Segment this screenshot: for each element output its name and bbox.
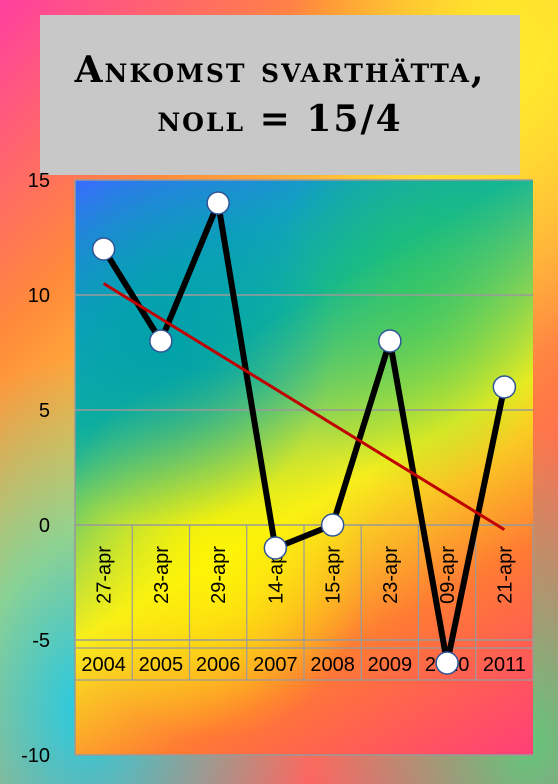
- trendline: [102, 282, 506, 531]
- data-point: [492, 375, 517, 399]
- y-tick-label: -10: [21, 745, 50, 767]
- year-label: 2009: [368, 654, 413, 676]
- category-labels: 27-apr 2004 23-apr 2005 29-apr 2006 14-apr 2007…: [74, 525, 534, 681]
- y-tick-label: -5: [32, 630, 50, 652]
- year-label: 2004: [81, 654, 126, 676]
- markers: [91, 191, 517, 675]
- data-point: [263, 536, 288, 560]
- year-label: 2007: [253, 654, 298, 676]
- y-tick-label: 0: [39, 515, 50, 537]
- data-point: [320, 513, 345, 537]
- y-tick-label: 10: [28, 285, 50, 307]
- data-point: [435, 651, 459, 675]
- data-point: [378, 329, 402, 353]
- year-label: 2008: [310, 654, 355, 676]
- year-label: 2011: [483, 654, 526, 676]
- y-tick-label: 15: [28, 170, 50, 192]
- date-label: 23-apr: [380, 546, 402, 604]
- chart-title: Ankomst svarthätta, noll = 15/4: [74, 49, 486, 140]
- date-label: 29-apr: [208, 546, 230, 604]
- year-label: 2006: [196, 654, 241, 676]
- date-label: 23-apr: [151, 546, 173, 604]
- year-label: 2005: [139, 654, 184, 676]
- data-point: [206, 191, 230, 215]
- y-tick-label: 5: [39, 400, 50, 422]
- date-label: 27-apr: [94, 546, 116, 604]
- data-point: [149, 329, 173, 353]
- chart-title-box: Ankomst svarthätta, noll = 15/4: [40, 15, 520, 175]
- date-label: 15-apr: [323, 546, 345, 604]
- date-label: 09-apr: [437, 546, 459, 604]
- data-point: [91, 237, 116, 261]
- date-label: 21-apr: [494, 546, 516, 604]
- series-line: [101, 200, 508, 666]
- trendline-layer: [102, 282, 506, 531]
- y-axis-labels: 15 10 5 0 -5 -10: [21, 170, 50, 767]
- date-label: 14-apr: [265, 546, 287, 604]
- series-polyline: [101, 200, 508, 666]
